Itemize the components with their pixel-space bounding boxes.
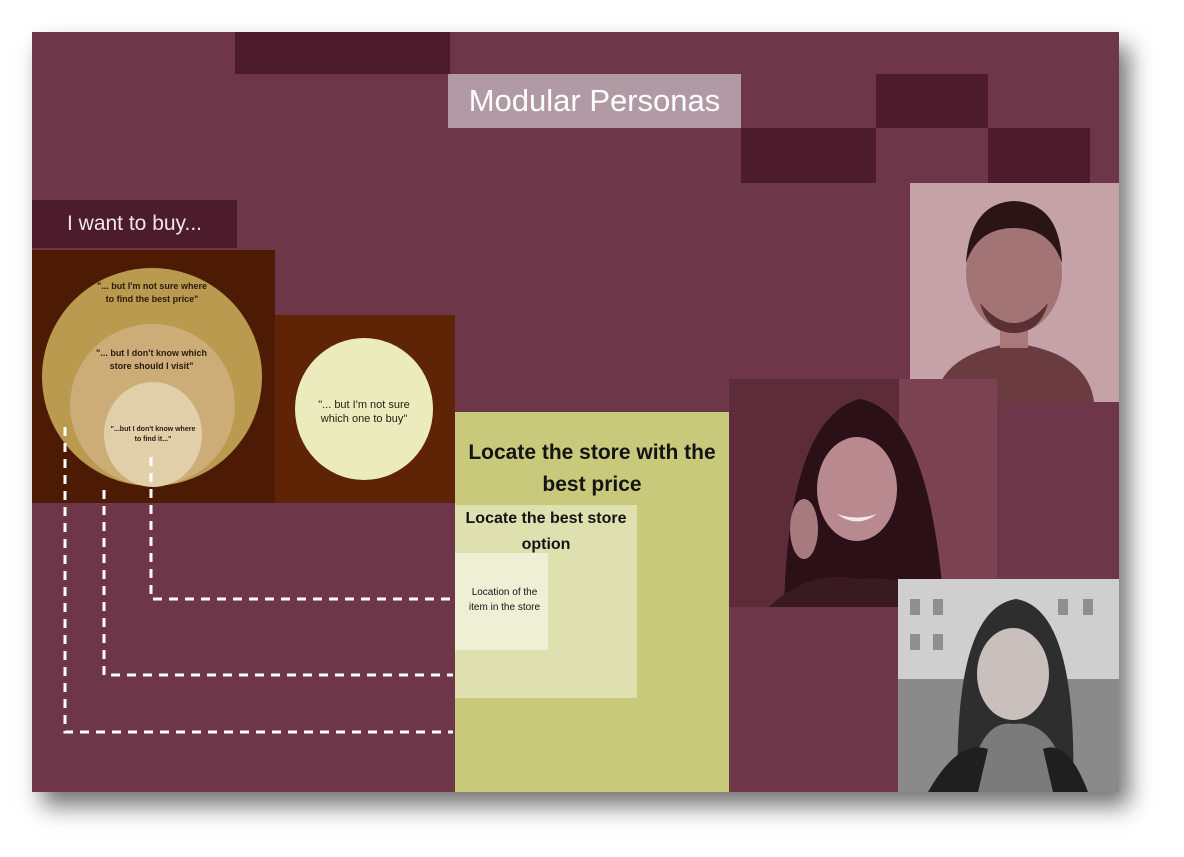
person-icon [769, 379, 997, 607]
goal-large-text: Locate the store with the best price [468, 441, 716, 496]
person-icon [898, 579, 1119, 792]
circle-side [295, 338, 433, 480]
circle-inner [104, 382, 202, 487]
want-to-buy-label: I want to buy... [32, 200, 237, 248]
circle-outer-text: "... but I'm not sure where to find the … [97, 281, 207, 304]
connector-middle [102, 490, 453, 677]
persona-photo-man [910, 183, 1119, 402]
circle-side-text: "... but I'm not sure which one to buy" [318, 399, 410, 425]
goal-small-text: Location of the item in the store [468, 587, 541, 613]
goal-small-box [455, 553, 548, 650]
dashed-connectors [63, 427, 453, 734]
persona-photo-woman-scarf [898, 579, 1119, 792]
decor-block-right-1 [876, 74, 988, 128]
decor-block-right-2 [741, 128, 876, 183]
connector-inner [149, 457, 453, 601]
connector-outer [63, 427, 453, 734]
decor-block-top [235, 32, 450, 74]
circle-inner-text: "...but I don't know where to find it...… [110, 426, 196, 443]
page-title: Modular Personas [448, 74, 741, 128]
decor-block-right-3 [988, 128, 1090, 183]
persona-photo-woman-smiling [729, 379, 997, 607]
circle-middle-text: "... but I don't know which store should… [96, 348, 207, 371]
goal-medium-text: Locate the best store option [465, 510, 627, 553]
slide: Modular Personas I want to buy... "... b… [32, 32, 1119, 792]
person-icon [935, 201, 1094, 402]
